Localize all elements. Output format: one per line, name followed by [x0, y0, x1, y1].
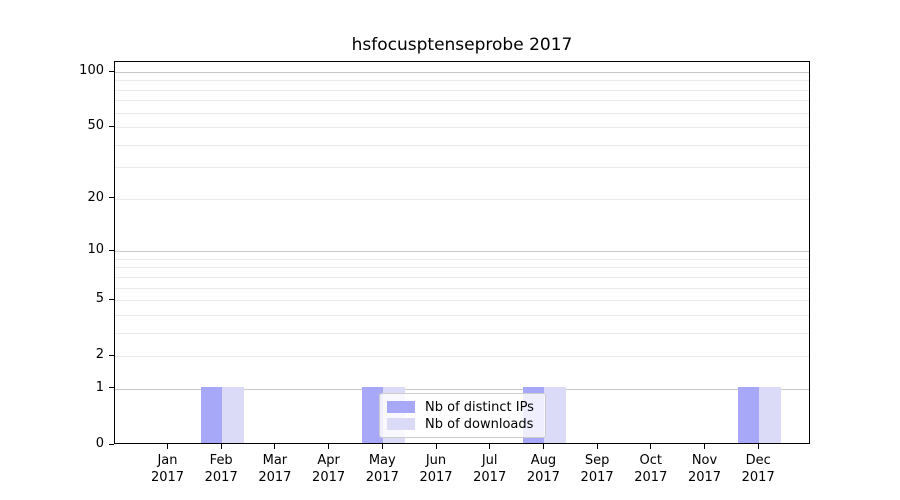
y-gridline-minor: [115, 112, 809, 114]
x-tick-mark: [757, 444, 759, 449]
x-tick-label: Apr 2017: [297, 452, 361, 486]
x-tick-year: 2017: [580, 470, 614, 485]
x-tick-label: Feb 2017: [189, 452, 253, 486]
y-tick-label: 100: [79, 63, 104, 78]
y-tick-label: 5: [95, 291, 104, 307]
y-gridline-minor: [115, 332, 809, 334]
y-tick-label: 1: [95, 379, 104, 395]
y-tick-label: 50: [87, 118, 104, 134]
x-tick-label: Jul 2017: [458, 452, 522, 486]
x-tick-month: Nov: [691, 453, 718, 468]
y-gridline-minor: [115, 127, 809, 129]
x-tick-label: Aug 2017: [511, 452, 575, 486]
x-tick-label: May 2017: [350, 452, 414, 486]
legend-swatch-downloads: [387, 418, 415, 430]
x-tick-month: Dec: [745, 453, 771, 468]
x-tick-month: Jul: [481, 453, 498, 468]
x-tick-month: Apr: [317, 453, 340, 468]
bar-downloads: [759, 386, 781, 443]
y-gridline-minor: [115, 356, 809, 358]
y-gridline-minor: [115, 267, 809, 269]
x-tick-year: 2017: [526, 470, 560, 485]
x-tick-month: Jun: [425, 453, 447, 468]
y-gridline-minor: [115, 314, 809, 316]
x-tick-mark: [542, 444, 544, 449]
x-tick-month: Oct: [639, 453, 663, 468]
y-gridline-minor: [115, 276, 809, 278]
y-gridline-major: [115, 72, 809, 73]
x-tick-label: Mar 2017: [243, 452, 307, 486]
x-tick-label: Jun 2017: [404, 452, 468, 486]
y-tick-mark: [109, 125, 114, 127]
x-tick-mark: [489, 444, 491, 449]
y-tick-label: 2: [95, 347, 104, 363]
y-gridline-minor: [115, 287, 809, 289]
y-tick-mark: [109, 354, 114, 356]
y-gridline-minor: [115, 258, 809, 260]
y-gridline-minor: [115, 89, 809, 91]
x-tick-month: Sep: [584, 453, 610, 468]
x-tick-label: Nov 2017: [673, 452, 737, 486]
x-tick-year: 2017: [634, 470, 668, 485]
x-tick-label: Oct 2017: [619, 452, 683, 486]
x-tick-month: Aug: [530, 453, 557, 468]
x-tick-year: 2017: [365, 470, 399, 485]
x-tick-label: Sep 2017: [565, 452, 629, 486]
y-tick-label: 0: [95, 436, 104, 451]
plot-area: [114, 61, 810, 444]
x-tick-label: Jan 2017: [136, 452, 200, 486]
legend-swatch-distinct-ips: [387, 401, 415, 413]
x-tick-year: 2017: [687, 470, 722, 485]
x-tick-year: 2017: [419, 470, 453, 485]
y-gridline-minor: [115, 167, 809, 169]
x-tick-year: 2017: [473, 470, 507, 485]
y-tick-mark: [109, 70, 114, 72]
x-tick-year: 2017: [150, 470, 185, 485]
y-gridline-minor: [115, 144, 809, 146]
y-tick-mark: [109, 249, 114, 251]
x-tick-month: Mar: [262, 453, 288, 468]
bar-downloads: [222, 386, 244, 443]
y-tick-mark: [109, 298, 114, 300]
x-tick-year: 2017: [741, 470, 775, 485]
y-tick-mark: [109, 197, 114, 199]
x-tick-mark: [650, 444, 652, 449]
x-tick-year: 2017: [312, 470, 346, 485]
x-tick-mark: [435, 444, 437, 449]
x-tick-label: Dec 2017: [726, 452, 790, 486]
x-tick-year: 2017: [204, 470, 238, 485]
x-tick-mark: [220, 444, 222, 449]
y-tick-label: 10: [87, 242, 104, 258]
x-tick-month: Feb: [209, 453, 233, 468]
x-tick-mark: [381, 444, 383, 449]
y-tick-mark: [109, 443, 114, 445]
y-tick-mark: [109, 387, 114, 389]
x-tick-mark: [328, 444, 330, 449]
legend-label-downloads: Nb of downloads: [425, 416, 534, 432]
y-gridline-major: [115, 251, 809, 253]
x-tick-mark: [167, 444, 168, 449]
x-tick-mark: [596, 444, 598, 449]
y-gridline-minor: [115, 300, 809, 302]
bar-distinct-ips: [200, 386, 223, 443]
y-tick-label: 20: [87, 189, 104, 205]
legend: Nb of distinct IPs Nb of downloads: [379, 393, 546, 438]
x-tick-month: May: [368, 453, 396, 468]
x-tick-mark: [704, 444, 705, 449]
legend-item-downloads: Nb of downloads: [387, 416, 538, 432]
legend-label-distinct-ips: Nb of distinct IPs: [425, 399, 534, 415]
x-tick-year: 2017: [258, 470, 292, 485]
y-gridline-minor: [115, 100, 809, 102]
chart-title: hsfocusptenseprobe 2017: [351, 35, 573, 55]
y-gridline-minor: [115, 198, 809, 200]
x-tick-month: Jan: [157, 453, 178, 468]
y-gridline-major: [115, 388, 809, 390]
x-tick-mark: [274, 444, 276, 449]
y-gridline-minor: [115, 80, 809, 82]
bar-distinct-ips: [361, 386, 384, 443]
legend-item-distinct-ips: Nb of distinct IPs: [387, 399, 538, 415]
bar-downloads: [544, 386, 566, 443]
bar-distinct-ips: [737, 386, 760, 443]
